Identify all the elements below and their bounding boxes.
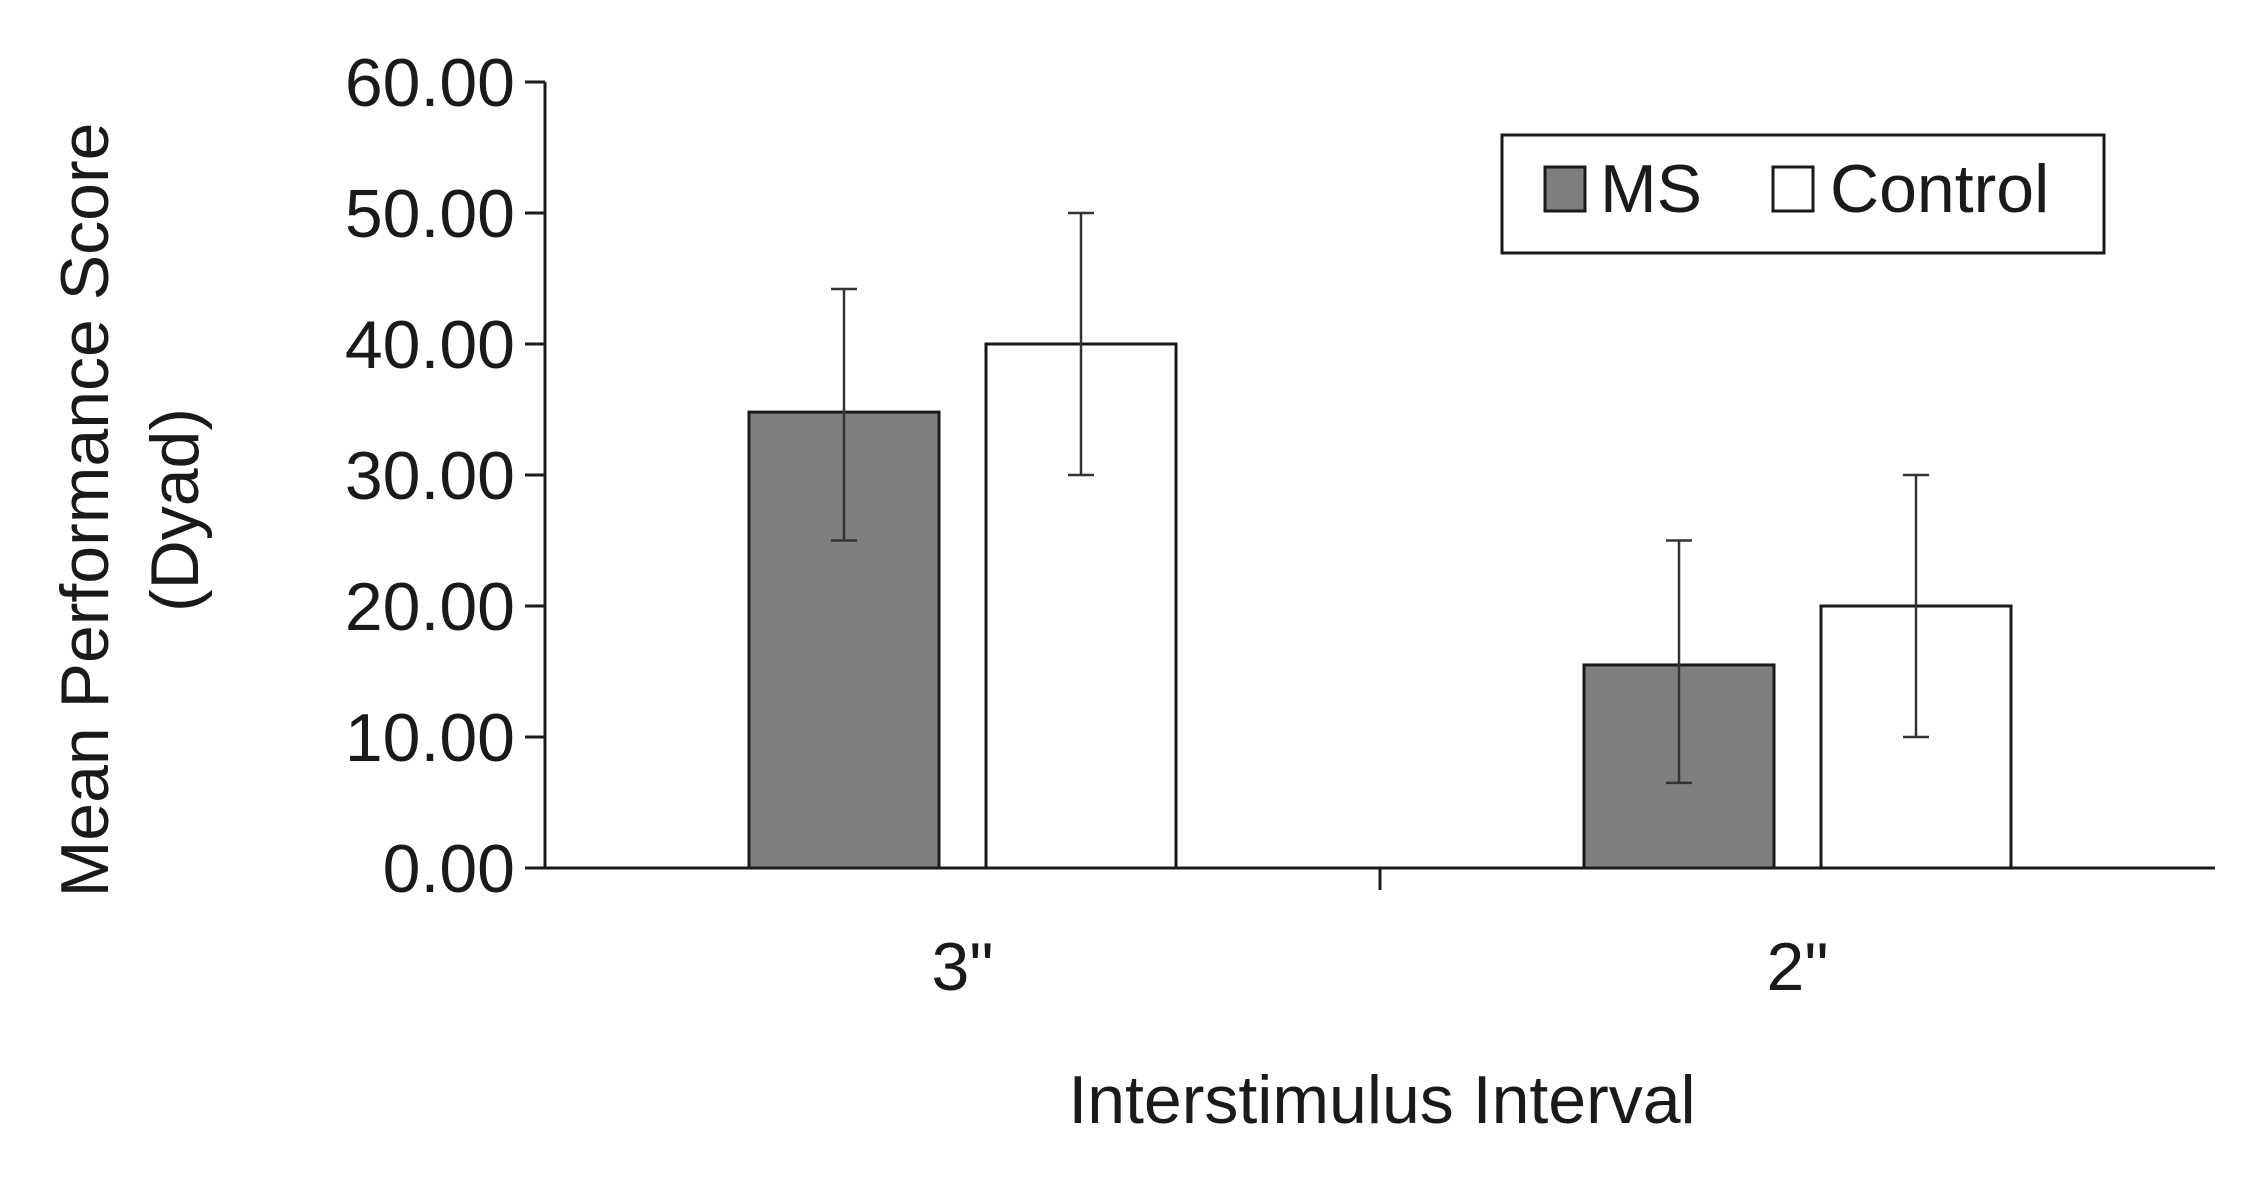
y-axis-ticks: 0.00 10.00 20.00 30.00 40.00 50.00 60.00: [345, 45, 545, 907]
x-axis-title: Interstimulus Interval: [1068, 1062, 1695, 1138]
y-tick-label: 20.00: [345, 569, 515, 645]
y-tick-label: 60.00: [345, 45, 515, 121]
bars: [747, 342, 2013, 870]
legend-swatch-ms: [1543, 165, 1587, 213]
y-axis-title-line1: Mean Performance Score: [47, 123, 123, 898]
axes: [543, 82, 2215, 890]
x-category-label: 3": [932, 929, 994, 1005]
legend-swatch-control: [1771, 165, 1815, 213]
legend-label-ms: MS: [1600, 151, 1702, 227]
y-tick-label: 50.00: [345, 176, 515, 252]
y-axis-title-line2: (Dyad): [137, 408, 213, 612]
x-category-label: 2": [1767, 929, 1829, 1005]
y-axis-title: Mean Performance Score (Dyad): [47, 123, 213, 898]
x-axis-category-labels: 3" 2": [932, 929, 1829, 1005]
y-tick-label: 0.00: [383, 831, 515, 907]
error-bars: [831, 211, 1929, 785]
y-tick-label: 40.00: [345, 307, 515, 383]
legend: MS Control: [1500, 133, 2106, 255]
y-tick-label: 30.00: [345, 438, 515, 514]
legend-label-control: Control: [1830, 151, 2049, 227]
y-tick-label: 10.00: [345, 700, 515, 776]
